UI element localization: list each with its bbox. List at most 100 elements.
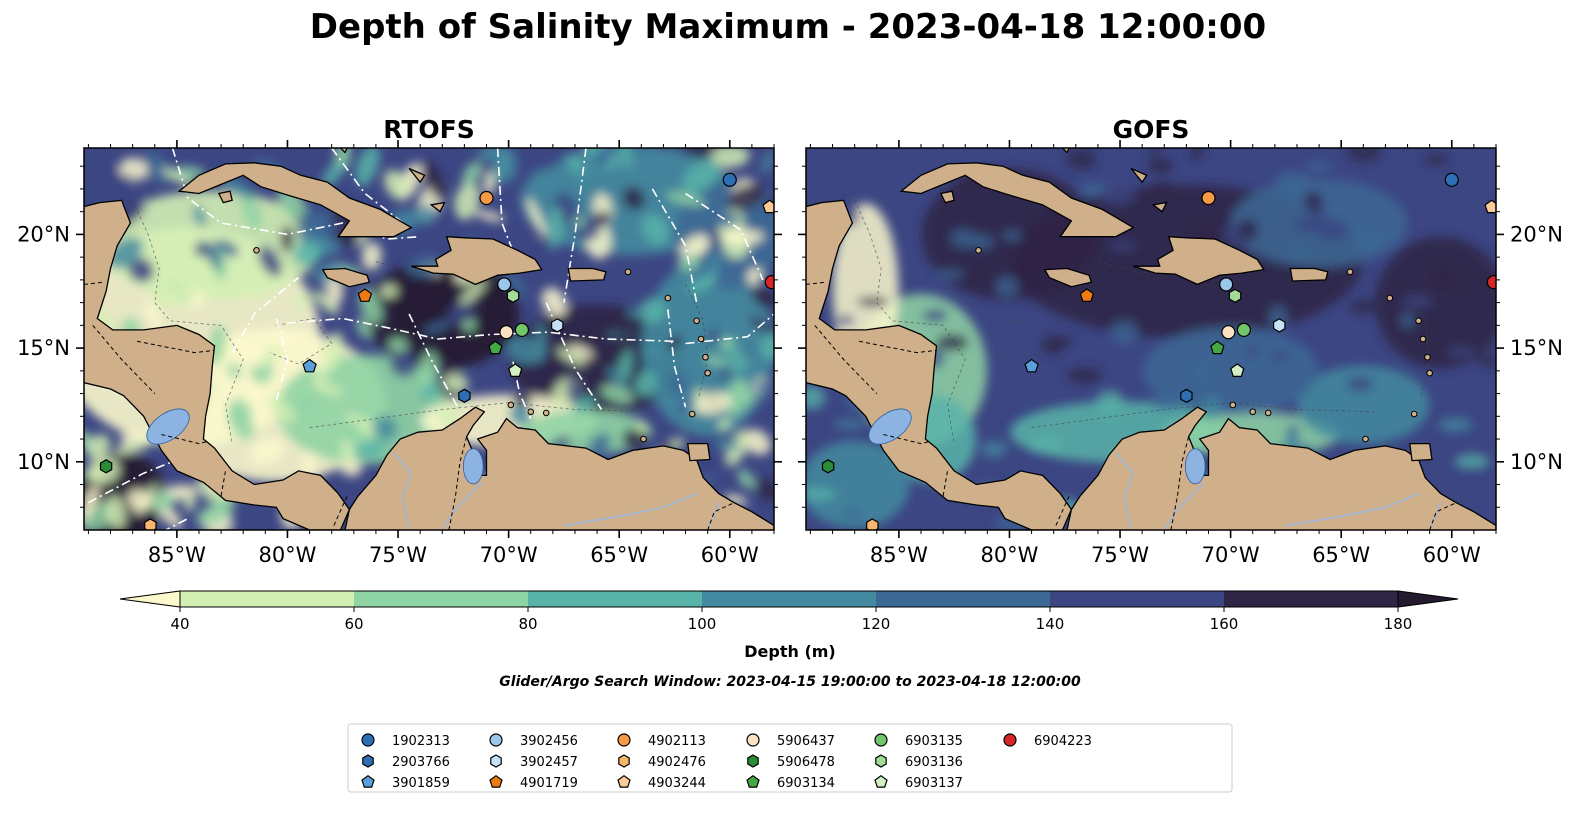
colorbar-tick-label: 60 [344,615,363,633]
legend-label: 2903766 [392,755,450,770]
lon-tick-label: 75°W [1091,543,1149,567]
float-marker-5906437 [1221,325,1236,340]
legend-marker-circle [746,733,760,747]
lon-tick-label: 85°W [148,543,206,567]
float-marker-6904223 [764,275,774,290]
legend-label: 3901859 [392,776,450,791]
float-marker-4902476 [866,518,879,530]
legend-label: 5906437 [777,734,835,749]
legend-marker-hexagon [618,754,630,768]
lon-tick-label: 75°W [369,543,427,567]
legend-marker-pentagon [617,774,631,788]
float-marker-3901859 [1024,358,1039,373]
lon-tick-label: 65°W [1312,543,1370,567]
legend-item: 1902313 [361,733,450,749]
lat-tick-label: 20°N [1510,222,1563,246]
map-frame-rtofs [83,147,775,531]
figure-title: Depth of Salinity Maximum - 2023-04-18 1… [310,7,1266,47]
float-marker-6903137 [508,363,523,377]
colorbar-segment [876,591,1051,607]
map-frame-gofs [805,147,1497,531]
legend: 1902313 2903766 3901859 3902456 3902457 49017… [347,723,1233,793]
lon-tick-label: 65°W [590,543,648,567]
colorbar-tick-label: 140 [1036,615,1065,633]
legend-label: 6903136 [905,755,963,770]
float-marker-6903136 [506,288,520,303]
float-marker-3902456 [1219,277,1234,292]
float-marker-6903137 [1230,363,1245,377]
search-window-text: Glider/Argo Search Window: 2023-04-15 19… [499,674,1081,690]
legend-label: 6904223 [1034,734,1092,749]
colorbar-segment [702,591,877,607]
legend-label: 6903137 [905,776,963,791]
legend-label: 1902313 [392,734,450,749]
float-marker-4903244 [762,199,774,214]
legend-item: 6903135 [874,733,963,749]
lon-tick-label: 60°W [701,543,759,567]
axis-ticks-rtofs: 85°W 80°W 75°W 70°W 65°W 60°W 20°N 15°N 10°N [17,140,782,567]
float-marker-6903134 [488,340,503,355]
float-marker-3902457 [550,318,564,333]
legend-marker-pentagon [361,774,375,788]
lat-tick-label: 15°N [17,336,70,360]
colorbar-tick-label: 100 [688,615,717,633]
colorbar-tick-label: 180 [1384,615,1413,633]
legend-item: 3901859 [361,774,450,791]
float-marker-4902113 [1201,190,1216,206]
colorbar-under-arrow [119,590,181,608]
legend-item: 6903134 [746,774,835,791]
panel-rtofs: RTOFS 85°W 80°W 75°W 70°W 65°W 60°W 20°N 15°N 10… [17,115,791,567]
colorbar-segment [180,591,355,607]
lon-tick-label: 85°W [870,543,928,567]
legend-marker-circle [874,733,888,747]
axis-ticks-gofs: 85°W 80°W 75°W 70°W 65°W 60°W 20°N 15°N 10°N [798,140,1563,567]
legend-item: 3902456 [489,733,578,749]
legend-item: 5906478 [747,754,835,770]
legend-marker-hexagon [490,754,502,768]
legend-marker-circle [1003,733,1017,747]
float-marker-6904223 [1486,275,1496,290]
legend-label: 3902456 [520,734,578,749]
colorbar-over-arrow [1397,590,1459,608]
legend-marker-pentagon [874,774,888,788]
legend-label: 3902457 [520,755,578,770]
colorbar-segment [354,591,529,607]
map-area-rtofs[interactable] [56,132,791,553]
legend-item: 4901719 [489,774,578,791]
lat-tick-label: 10°N [1510,450,1563,474]
float-marker-4901719 [1079,288,1095,302]
legend-label: 5906478 [777,755,835,770]
legend-item: 5906437 [746,733,835,749]
legend-marker-pentagon [489,774,503,788]
lat-tick-label: 20°N [17,222,70,246]
colorbar-label: Depth (m) [744,642,836,661]
legend-item: 3902457 [490,754,578,770]
float-markers-rtofs [99,172,774,530]
float-marker-3902456 [497,277,512,292]
colorbar: 40 60 80 100 120 140 160 180 [119,590,1459,633]
float-marker-3901859 [302,358,317,373]
legend-item: 6903137 [874,774,963,791]
panel-title-gofs: GOFS [1113,115,1190,144]
float-marker-6903135 [1236,322,1251,338]
legend-item: 6903136 [875,754,963,770]
legend-marker-hexagon [875,754,887,768]
map-area-gofs[interactable] [797,141,1506,552]
float-marker-5906478 [99,459,113,474]
float-marker-1902313 [722,172,737,187]
colorbar-tick-label: 40 [170,615,189,633]
legend-label: 4902476 [648,755,706,770]
legend-item: 4903244 [617,774,706,791]
lon-tick-label: 70°W [480,543,538,567]
float-marker-5906478 [821,459,835,474]
legend-label: 6903135 [905,734,963,749]
float-marker-4902113 [479,190,494,206]
legend-marker-circle [617,733,631,747]
land-gofs [806,148,1496,530]
legend-marker-circle [489,733,503,747]
legend-marker-hexagon [747,754,759,768]
legend-marker-pentagon [746,774,760,788]
colorbar-segment [1050,591,1225,607]
panel-gofs: GOFS 85°W 80°W 75°W 70°W 65°W 60°W 20°N 15°N 10°… [797,115,1563,567]
